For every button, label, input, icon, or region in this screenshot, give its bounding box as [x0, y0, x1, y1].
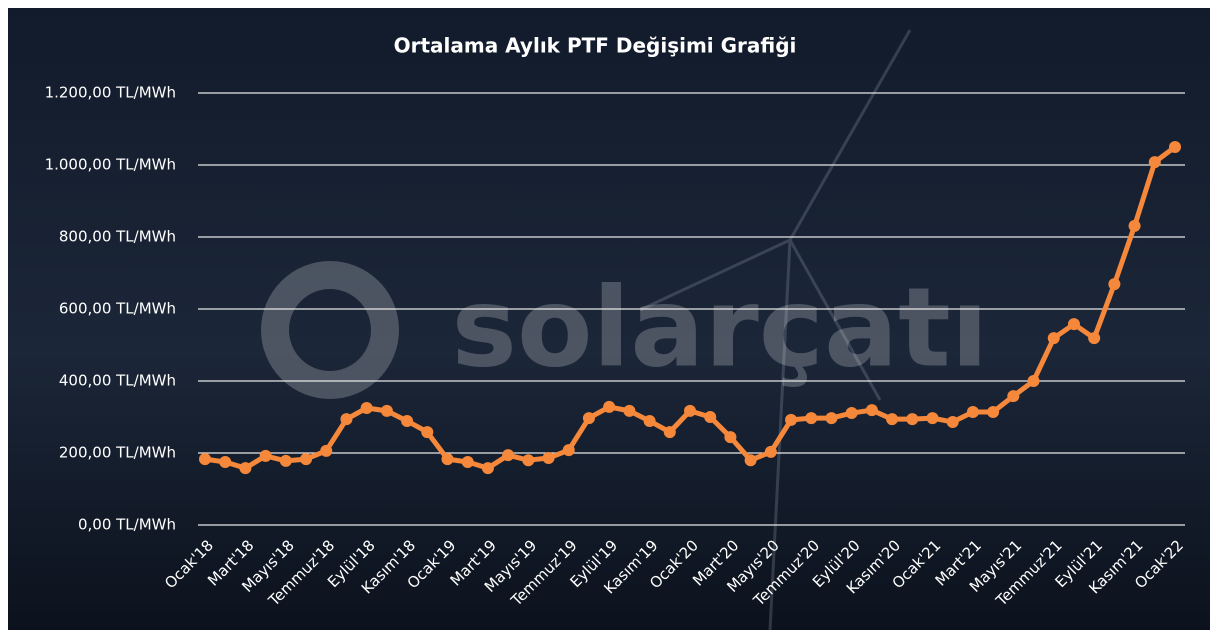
data-point — [1129, 220, 1141, 232]
data-point — [1108, 278, 1120, 290]
data-point — [825, 412, 837, 424]
data-point — [239, 462, 251, 474]
data-point — [260, 450, 272, 462]
data-point — [583, 412, 595, 424]
y-tick-label: 600,00 TL/MWh — [59, 300, 176, 318]
data-point — [644, 415, 656, 427]
y-tick-label: 400,00 TL/MWh — [59, 372, 176, 390]
y-tick-label: 1.000,00 TL/MWh — [45, 156, 176, 174]
data-point — [805, 412, 817, 424]
data-point — [724, 431, 736, 443]
data-point — [967, 406, 979, 418]
data-point — [1149, 156, 1161, 168]
y-tick-label: 800,00 TL/MWh — [59, 228, 176, 246]
data-point — [502, 449, 514, 461]
data-point — [704, 411, 716, 423]
chart: solarçatı Ortalama Aylık PTF Değişimi Gr… — [0, 0, 1217, 637]
data-point — [401, 415, 413, 427]
data-point — [866, 404, 878, 416]
data-point — [522, 454, 534, 466]
data-point — [927, 412, 939, 424]
data-point — [280, 455, 292, 467]
data-point — [1169, 141, 1181, 153]
data-point — [1068, 318, 1080, 330]
data-point — [603, 401, 615, 413]
data-point — [745, 454, 757, 466]
chart-title: Ortalama Aylık PTF Değişimi Grafiği — [394, 34, 797, 58]
data-point — [340, 413, 352, 425]
data-point — [785, 414, 797, 426]
data-point — [1028, 375, 1040, 387]
data-point — [886, 413, 898, 425]
data-point — [684, 405, 696, 417]
data-point — [1088, 332, 1100, 344]
data-point — [462, 456, 474, 468]
data-point — [320, 445, 332, 457]
y-tick-label: 1.200,00 TL/MWh — [45, 84, 176, 102]
watermark: solarçatı — [452, 263, 989, 391]
data-point — [300, 453, 312, 465]
page: solarçatı Ortalama Aylık PTF Değişimi Gr… — [0, 0, 1217, 637]
data-point — [482, 462, 494, 474]
data-point — [1048, 332, 1060, 344]
data-point — [987, 406, 999, 418]
data-point — [947, 416, 959, 428]
data-point — [563, 444, 575, 456]
data-point — [219, 456, 231, 468]
data-point — [421, 426, 433, 438]
data-point — [1007, 390, 1019, 402]
data-point — [664, 426, 676, 438]
data-point — [199, 453, 211, 465]
data-point — [442, 453, 454, 465]
data-point — [381, 405, 393, 417]
y-tick-label: 0,00 TL/MWh — [78, 516, 176, 534]
data-point — [361, 402, 373, 414]
data-point — [765, 446, 777, 458]
data-point — [543, 452, 555, 464]
y-tick-label: 200,00 TL/MWh — [59, 444, 176, 462]
data-point — [623, 405, 635, 417]
data-point — [846, 407, 858, 419]
data-point — [906, 413, 918, 425]
